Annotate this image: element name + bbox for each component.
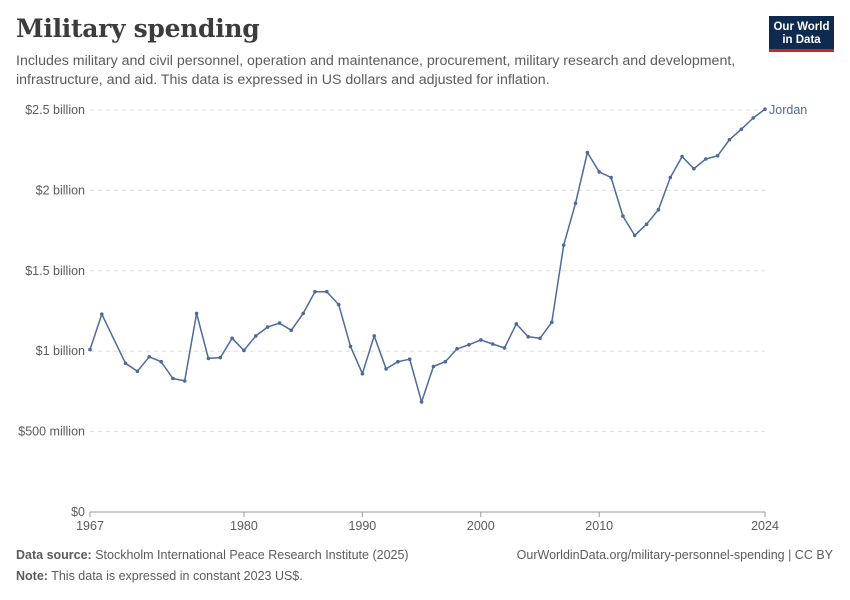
- data-point[interactable]: [573, 201, 578, 206]
- data-point[interactable]: [479, 338, 483, 342]
- data-point[interactable]: [455, 347, 459, 351]
- data-point[interactable]: [621, 214, 625, 218]
- y-tick-label: $0: [71, 505, 85, 519]
- data-point[interactable]: [751, 116, 755, 120]
- y-axis-tick-labels: $0 $500 million $1 billion $1.5 billion $2 b…: [18, 103, 85, 519]
- data-point[interactable]: [230, 336, 234, 341]
- x-tick-label: 2000: [467, 519, 495, 533]
- data-point[interactable]: [467, 343, 471, 347]
- y-tick-label: $2 billion: [36, 183, 85, 197]
- y-tick-label: $2.5 billion: [25, 103, 85, 117]
- data-point[interactable]: [277, 321, 282, 325]
- x-tick-label: 1990: [348, 519, 376, 533]
- data-point[interactable]: [715, 154, 720, 158]
- data-point[interactable]: [704, 157, 708, 161]
- series-jordan[interactable]: Jordan: [88, 103, 807, 404]
- data-point[interactable]: [218, 355, 223, 360]
- data-point[interactable]: [301, 311, 306, 316]
- data-point[interactable]: [147, 355, 151, 359]
- data-point[interactable]: [727, 137, 732, 142]
- data-point[interactable]: [194, 311, 199, 316]
- data-point[interactable]: [336, 302, 341, 307]
- owid-logo[interactable]: Our World in Data: [769, 16, 834, 52]
- x-tick-label: 1980: [230, 519, 258, 533]
- x-axis: 1967 1980 1990 2000 2010 2024: [76, 512, 779, 533]
- data-point[interactable]: [123, 361, 128, 366]
- data-point[interactable]: [265, 325, 270, 329]
- x-tick-label: 2010: [585, 519, 613, 533]
- logo-line-2: in Data: [782, 34, 821, 46]
- data-point[interactable]: [526, 334, 530, 339]
- data-point[interactable]: [289, 328, 294, 333]
- data-point[interactable]: [384, 367, 388, 371]
- note-label: Note:: [16, 569, 48, 583]
- x-tick-label: 2024: [751, 519, 779, 533]
- data-point[interactable]: [490, 342, 495, 346]
- data-point[interactable]: [100, 312, 104, 317]
- data-source-label: Data source:: [16, 548, 92, 562]
- data-source-text[interactable]: Stockholm International Peace Research I…: [95, 548, 409, 562]
- data-point[interactable]: [431, 364, 436, 369]
- data-point[interactable]: [644, 222, 649, 226]
- url-license[interactable]: OurWorldinData.org/military-personnel-sp…: [516, 548, 833, 562]
- data-point[interactable]: [325, 289, 329, 294]
- data-point[interactable]: [538, 336, 542, 341]
- data-point[interactable]: [372, 334, 377, 338]
- data-point[interactable]: [585, 150, 590, 155]
- data-point[interactable]: [182, 379, 187, 383]
- data-point[interactable]: [668, 175, 673, 180]
- data-point[interactable]: [656, 207, 661, 212]
- data-point[interactable]: [739, 127, 744, 132]
- data-point[interactable]: [419, 400, 424, 404]
- series-line[interactable]: [89, 108, 766, 403]
- data-point[interactable]: [514, 322, 519, 326]
- data-point[interactable]: [313, 289, 317, 294]
- data-point[interactable]: [135, 369, 140, 374]
- data-point[interactable]: [360, 371, 365, 376]
- chart-note: Note: This data is expressed in constant…: [16, 569, 303, 583]
- chart-title: Military spending: [16, 14, 260, 43]
- data-point[interactable]: [206, 356, 211, 361]
- data-point[interactable]: [597, 170, 601, 174]
- chart-subtitle: Includes military and civil personnel, o…: [16, 53, 736, 88]
- data-point[interactable]: [159, 359, 163, 364]
- y-tick-label: $1.5 billion: [25, 264, 85, 278]
- data-point[interactable]: [348, 344, 353, 349]
- data-point[interactable]: [632, 233, 637, 238]
- data-point[interactable]: [680, 154, 684, 159]
- data-point[interactable]: [443, 359, 448, 364]
- data-point[interactable]: [550, 320, 554, 325]
- data-point[interactable]: [171, 376, 175, 381]
- series-label: Jordan: [769, 103, 807, 117]
- data-point[interactable]: [242, 348, 246, 353]
- data-point[interactable]: [396, 359, 400, 364]
- grid-lines: [90, 109, 765, 513]
- data-point[interactable]: [609, 175, 613, 180]
- data-point[interactable]: [692, 166, 696, 171]
- logo-line-1: Our World: [773, 21, 830, 33]
- note-text: This data is expressed in constant 2023 …: [51, 569, 303, 583]
- data-point[interactable]: [561, 243, 566, 247]
- data-point[interactable]: [88, 347, 92, 352]
- y-tick-label: $1 billion: [36, 344, 85, 358]
- data-point[interactable]: [254, 334, 258, 338]
- x-tick-label: 1967: [76, 519, 104, 533]
- data-point[interactable]: [407, 357, 412, 362]
- y-tick-label: $500 million: [18, 425, 85, 439]
- data-point[interactable]: [502, 346, 507, 350]
- data-source: Data source: Stockholm International Pea…: [16, 548, 409, 562]
- data-point[interactable]: [763, 107, 767, 111]
